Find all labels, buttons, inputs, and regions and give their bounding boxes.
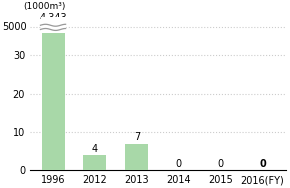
Bar xyxy=(41,10,65,30)
Text: 0: 0 xyxy=(176,159,182,169)
Text: 4: 4 xyxy=(92,143,98,154)
Bar xyxy=(125,144,148,170)
Text: 4,343: 4,343 xyxy=(39,13,67,23)
Bar xyxy=(84,155,106,170)
Text: 0: 0 xyxy=(259,159,266,169)
Text: 5000: 5000 xyxy=(2,22,27,32)
Bar xyxy=(41,33,65,170)
Text: (1000m³): (1000m³) xyxy=(23,2,65,11)
Text: 0: 0 xyxy=(218,159,224,169)
Text: 7: 7 xyxy=(134,132,140,142)
